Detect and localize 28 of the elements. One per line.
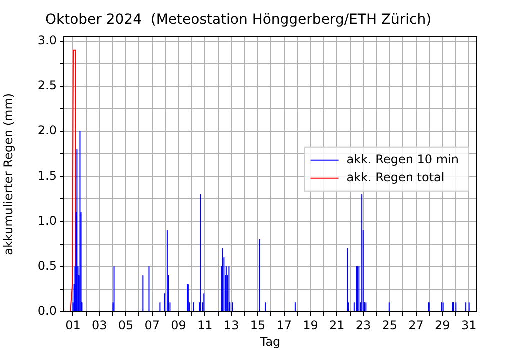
x-tick-label: 17: [276, 318, 292, 332]
chart-title: Oktober 2024 (Meteostation Hönggerberg/ETH Zürich): [45, 12, 432, 28]
x-tick-label: 07: [144, 318, 160, 332]
x-tick-label: 03: [92, 318, 108, 332]
x-tick-label: 31: [461, 318, 477, 332]
x-tick-label: 23: [356, 318, 372, 332]
y-tick-label: 1.5: [38, 168, 57, 183]
x-tick-label: 15: [250, 318, 266, 332]
y-tick-label: 1.0: [38, 214, 57, 228]
x-tick-label: 29: [435, 318, 450, 332]
y-tick-label: 0.0: [38, 304, 57, 318]
x-tick-label: 13: [224, 318, 240, 332]
legend-label: akk. Regen total: [346, 170, 445, 185]
y-tick-label: 3.0: [38, 33, 57, 48]
x-tick-label: 21: [329, 318, 345, 332]
y-tick-label: 2.0: [38, 124, 57, 138]
x-tick-label: 19: [303, 318, 318, 332]
x-tick-label: 05: [118, 318, 134, 332]
x-tick-label: 09: [171, 318, 186, 332]
x-tick-label: 11: [198, 318, 213, 332]
y-axis-title: akkumulierter Regen (mm): [1, 93, 16, 256]
y-tick-label: 2.5: [38, 78, 57, 93]
x-axis-title: Tag: [259, 334, 281, 349]
legend-label: akk. Regen 10 min: [346, 152, 460, 167]
x-tick-label: 01: [66, 318, 81, 332]
x-tick-label: 27: [408, 318, 424, 332]
x-tick-label: 25: [382, 318, 398, 332]
y-tick-label: 0.5: [38, 259, 57, 274]
